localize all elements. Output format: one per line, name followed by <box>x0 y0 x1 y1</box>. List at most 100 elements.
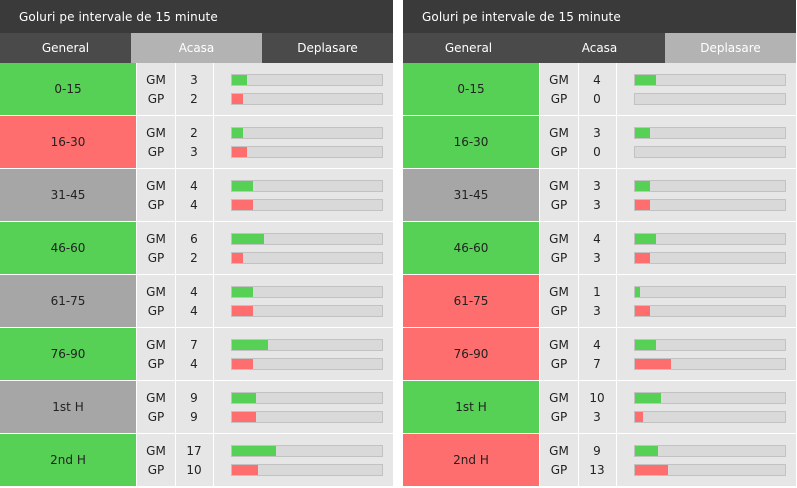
gm-bar-fill <box>635 393 661 403</box>
tab-general[interactable]: General <box>403 33 534 63</box>
goals-scored-line: GM 2 <box>137 124 393 142</box>
gm-bar <box>231 127 383 139</box>
goal-stats: GM 1 GP 3 <box>540 275 796 327</box>
gm-label: GM <box>146 285 166 299</box>
goal-stats: GM 2 GP 3 <box>137 116 393 168</box>
gm-count: 17 <box>186 444 202 458</box>
gp-bar <box>634 93 786 105</box>
gm-bar-fill <box>232 234 264 244</box>
goals-scored-line: GM 3 <box>540 124 796 142</box>
goals-scored-line: GM 10 <box>540 389 796 407</box>
goals-scored-line: GM 4 <box>540 230 796 248</box>
column-divider <box>175 169 176 221</box>
goals-conceded-line: GP 3 <box>540 249 796 267</box>
gp-bar <box>634 252 786 264</box>
goal-stats: GM 9 GP 9 <box>137 381 393 433</box>
gp-bar-fill <box>635 359 671 369</box>
goals-scored-line: GM 9 <box>540 442 796 460</box>
column-divider <box>175 434 176 486</box>
column-divider <box>578 381 579 433</box>
goal-stats: GM 4 GP 3 <box>540 222 796 274</box>
period-cell: 31-45 <box>0 169 136 221</box>
gp-label: GP <box>147 198 165 212</box>
gm-bar-fill <box>232 128 243 138</box>
tab-general[interactable]: General <box>0 33 131 63</box>
gm-label: GM <box>146 232 166 246</box>
gp-bar-fill <box>232 94 243 104</box>
interval-row: 2nd H GM 17 GP 10 <box>0 434 393 487</box>
gm-count: 4 <box>190 179 198 193</box>
gm-count: 10 <box>589 391 605 405</box>
period-cell: 2nd H <box>0 434 136 486</box>
gp-bar-fill <box>635 200 650 210</box>
column-divider <box>175 328 176 380</box>
period-cell: 1st H <box>403 381 539 433</box>
gp-bar <box>634 358 786 370</box>
gm-count: 7 <box>190 338 198 352</box>
gm-bar-fill <box>232 446 276 456</box>
tab-bar: General Acasa Deplasare <box>0 33 393 63</box>
gm-label: GM <box>549 285 569 299</box>
gp-bar-fill <box>232 465 258 475</box>
gm-bar <box>231 445 383 457</box>
goals-conceded-line: GP 2 <box>137 90 393 108</box>
gm-bar <box>634 180 786 192</box>
goals-scored-line: GM 7 <box>137 336 393 354</box>
goals-panel-acasa: Goluri pe intervale de 15 minute General… <box>0 0 393 488</box>
goal-stats: GM 6 GP 2 <box>137 222 393 274</box>
gp-count: 4 <box>190 357 198 371</box>
goal-stats: GM 9 GP 13 <box>540 434 796 486</box>
interval-row: 31-45 GM 4 GP 4 <box>0 169 393 222</box>
interval-list: 0-15 GM 4 GP 0 16-30 GM 3 GP 0 31-45 GM 3 GP 3 46-60 GM 4… <box>403 63 796 487</box>
goal-stats: GM 10 GP 3 <box>540 381 796 433</box>
period-cell: 46-60 <box>403 222 539 274</box>
column-divider <box>616 275 617 327</box>
column-divider <box>175 381 176 433</box>
gp-bar-fill <box>232 412 256 422</box>
gp-bar-fill <box>635 465 668 475</box>
goals-scored-line: GM 3 <box>540 177 796 195</box>
goals-conceded-line: GP 3 <box>540 302 796 320</box>
gp-bar <box>231 464 383 476</box>
gm-label: GM <box>549 179 569 193</box>
gm-count: 4 <box>190 285 198 299</box>
goals-scored-line: GM 3 <box>137 71 393 89</box>
gm-bar <box>634 233 786 245</box>
interval-row: 61-75 GM 4 GP 4 <box>0 275 393 328</box>
gm-bar <box>634 286 786 298</box>
gp-count: 3 <box>593 410 601 424</box>
column-divider <box>175 63 176 115</box>
panel-title: Goluri pe intervale de 15 minute <box>403 0 796 33</box>
gm-bar-fill <box>232 393 256 403</box>
interval-list: 0-15 GM 3 GP 2 16-30 GM 2 GP 3 31-45 GM 4 GP 4 46-60 GM 6… <box>0 63 393 487</box>
gp-label: GP <box>147 251 165 265</box>
column-divider <box>213 275 214 327</box>
tab-acasa[interactable]: Acasa <box>534 33 665 63</box>
gm-bar-fill <box>232 75 247 85</box>
period-cell: 0-15 <box>0 63 136 115</box>
goals-panel-deplasare: Goluri pe intervale de 15 minute General… <box>403 0 796 488</box>
gm-label: GM <box>146 179 166 193</box>
column-divider <box>578 63 579 115</box>
goals-conceded-line: GP 0 <box>540 143 796 161</box>
gp-bar <box>634 411 786 423</box>
gm-bar <box>231 233 383 245</box>
period-cell: 31-45 <box>403 169 539 221</box>
tab-bar: General Acasa Deplasare <box>403 33 796 63</box>
gm-label: GM <box>146 338 166 352</box>
gp-bar-fill <box>232 253 243 263</box>
goals-conceded-line: GP 3 <box>137 143 393 161</box>
column-divider <box>616 434 617 486</box>
goals-conceded-line: GP 9 <box>137 408 393 426</box>
period-cell: 76-90 <box>403 328 539 380</box>
tab-deplasare[interactable]: Deplasare <box>262 33 393 63</box>
tab-deplasare[interactable]: Deplasare <box>665 33 796 63</box>
gm-label: GM <box>549 444 569 458</box>
gp-count: 3 <box>593 198 601 212</box>
gp-bar <box>231 199 383 211</box>
column-divider <box>616 116 617 168</box>
column-divider <box>616 381 617 433</box>
goals-scored-line: GM 9 <box>137 389 393 407</box>
gm-bar-fill <box>635 128 650 138</box>
tab-acasa[interactable]: Acasa <box>131 33 262 63</box>
